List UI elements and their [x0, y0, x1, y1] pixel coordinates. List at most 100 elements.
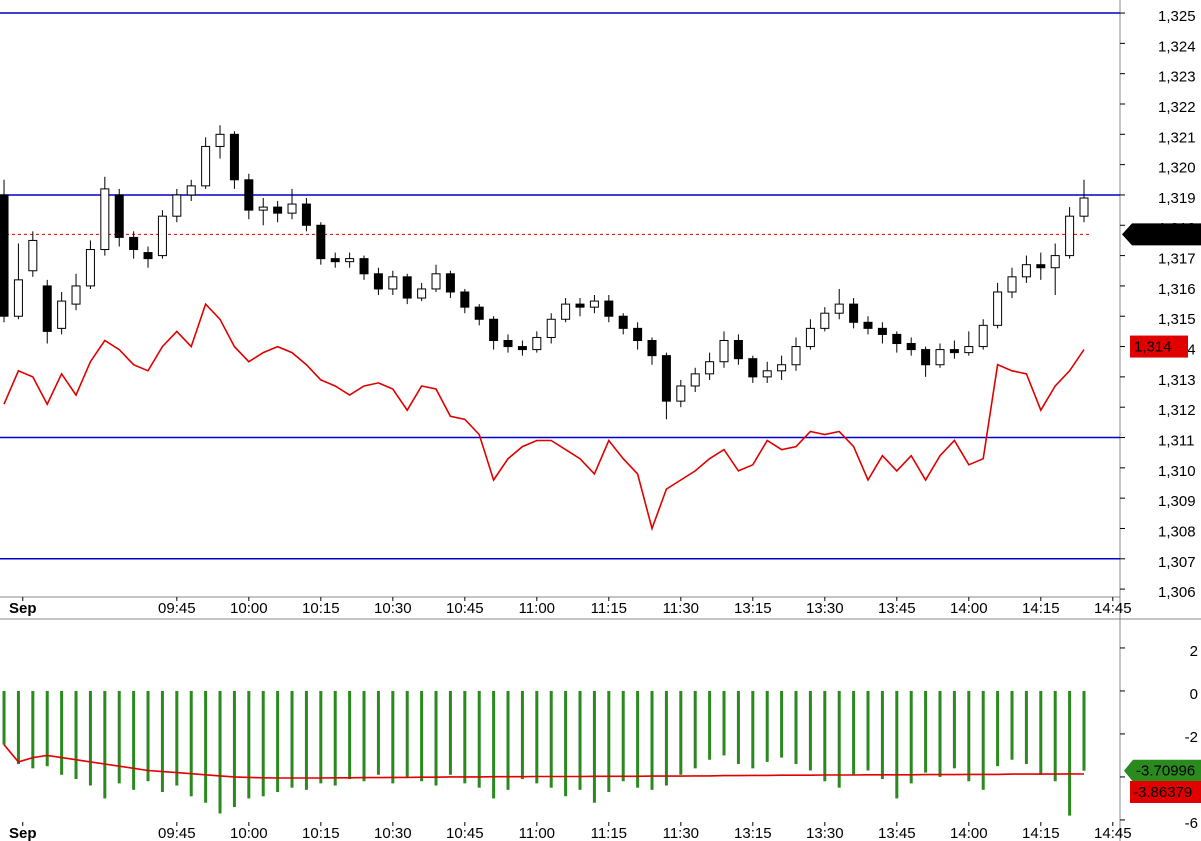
candle-body [820, 312, 830, 329]
histogram-bar [636, 690, 640, 788]
histogram-bar [175, 690, 179, 786]
histogram-bar [74, 690, 78, 780]
histogram-bar [218, 690, 222, 814]
histogram-bar [2, 690, 6, 745]
histogram-bar [1039, 690, 1043, 775]
x-tick-label: 13:15 [734, 825, 772, 841]
candle-body [460, 291, 470, 308]
candle-body [733, 339, 743, 360]
histogram-bar [88, 690, 92, 786]
y-tick-label: 1,312 [1158, 402, 1196, 419]
histogram-bar [103, 690, 107, 799]
x-tick-label: 14:15 [1022, 600, 1060, 617]
candle-body [589, 300, 599, 308]
candle-body [935, 349, 945, 366]
histogram-bar [592, 690, 596, 803]
histogram-bar [520, 690, 524, 780]
histogram-bar [16, 690, 20, 765]
histogram-bar [477, 690, 481, 788]
histogram-bar [463, 690, 467, 784]
candle-body [805, 327, 815, 348]
candle-body [316, 224, 326, 260]
histogram-bar [31, 690, 35, 769]
candle-body [1065, 215, 1075, 257]
histogram-bar [650, 690, 654, 790]
y-tick-label: 0 [1190, 686, 1198, 703]
histogram-bar [420, 690, 424, 782]
histogram-bar [967, 690, 971, 782]
histogram-bar [247, 690, 251, 799]
histogram-bar [808, 690, 812, 771]
histogram-bar [405, 690, 409, 777]
candle-body [762, 370, 772, 378]
candle-body [561, 303, 571, 320]
candle-body [517, 346, 527, 351]
candle-body [71, 285, 81, 305]
histogram-last-label: -3.70996 [1136, 763, 1195, 780]
x-tick-label: 14:00 [950, 600, 988, 617]
y-tick-label: 1,319 [1158, 190, 1196, 207]
candle-body [172, 194, 182, 217]
x-tick-label: 13:45 [878, 600, 916, 617]
candle-body [0, 194, 9, 317]
x-tick-label: 10:30 [374, 600, 412, 617]
histogram-bar [1068, 690, 1072, 816]
x-tick-label: 10:45 [446, 600, 484, 617]
histogram-bar [895, 690, 899, 799]
y-tick-label: 1,321 [1158, 129, 1196, 146]
candle-body [157, 215, 167, 257]
candle-body [42, 285, 52, 332]
histogram-bar [204, 690, 208, 803]
candle-body [863, 321, 873, 329]
x-tick-label: 11:30 [663, 825, 699, 841]
candle-body [690, 373, 700, 387]
overlay-price-label: 1,314 [1134, 339, 1172, 356]
candle-body [258, 206, 268, 211]
candle-body [1021, 264, 1031, 278]
histogram-bar [924, 690, 928, 773]
candle-body [489, 318, 499, 341]
histogram-last-box [1124, 759, 1201, 782]
candle-body [359, 258, 369, 275]
histogram-bar [391, 690, 395, 784]
histogram-bar [319, 690, 323, 784]
histogram-bar [909, 690, 913, 784]
x-tick-label: 10:00 [230, 600, 268, 617]
histogram-bar [276, 690, 280, 792]
x-tick-label: 11:00 [519, 825, 555, 841]
histogram-bar [117, 690, 121, 784]
histogram-bar [146, 690, 150, 782]
x-tick-label: 10:00 [230, 825, 268, 841]
histogram-bar [290, 690, 294, 788]
y-tick-label: 1,313 [1158, 372, 1196, 389]
histogram-bar [722, 690, 726, 756]
y-tick-label: 1,325 [1158, 8, 1196, 25]
candle-body [604, 300, 614, 317]
candle-body [28, 239, 38, 272]
x-tick-label: 13:15 [734, 600, 772, 617]
candle-body [388, 276, 398, 290]
candle-body [330, 258, 340, 263]
candle-body [57, 300, 67, 329]
y-tick-label: 1,323 [1158, 69, 1196, 86]
histogram-bar [751, 690, 755, 769]
candle-body [791, 346, 801, 366]
histogram-bar [45, 690, 49, 767]
histogram-bar [348, 690, 352, 780]
histogram-bar [1024, 690, 1028, 765]
x-tick-label: 10:45 [446, 825, 484, 841]
candle-body [906, 343, 916, 351]
x-tick-label: 14:00 [950, 825, 988, 841]
x-tick-label: Sep [9, 600, 37, 617]
x-tick-label: 11:15 [591, 825, 627, 841]
candle-body [661, 355, 671, 402]
y-tick-label: -2 [1185, 729, 1198, 746]
x-tick-label: 14:45 [1094, 600, 1132, 617]
x-tick-label: 13:30 [806, 600, 844, 617]
candle-body [273, 206, 283, 214]
histogram-bar [578, 690, 582, 790]
y-tick-label: -6 [1185, 815, 1198, 832]
candle-body [474, 306, 484, 320]
pane: 1,306 1,307 1,308 1,309 1,310 1,311 1,312 1,313… [0, 8, 1201, 617]
